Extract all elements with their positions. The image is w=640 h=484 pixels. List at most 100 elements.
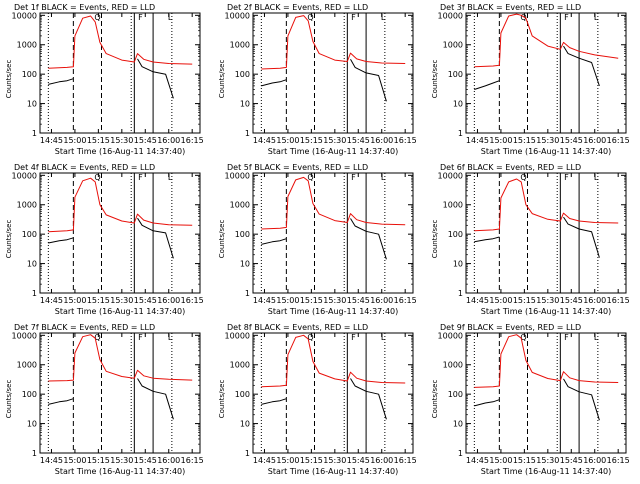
y-tick-label: 10000: [12, 331, 37, 340]
events-series-line: [48, 398, 74, 405]
x-tick-label: 14:45: [40, 296, 63, 305]
y-tick-label: 100: [22, 70, 37, 79]
y-tick-label: 100: [448, 70, 463, 79]
y-tick-label: 10: [27, 260, 37, 269]
x-tick-label: 14:45: [253, 296, 276, 305]
y-tick-label: 1000: [17, 41, 37, 50]
y-tick-label: 1: [245, 129, 250, 138]
x-tick-label: 15:15: [87, 136, 110, 145]
x-tick-label: 16:00: [157, 136, 180, 145]
x-tick-label: 15:30: [536, 136, 559, 145]
x-axis-label: Start Time (16-Aug-11 14:37:40): [55, 307, 186, 316]
chart-title: Det 7f BLACK = Events, RED = LLD: [14, 323, 155, 332]
x-tick-label: 14:45: [40, 136, 63, 145]
flag-label: L: [594, 173, 599, 182]
x-tick-label: 16:00: [370, 136, 393, 145]
y-tick-label: 100: [22, 390, 37, 399]
y-tick-label: 1000: [230, 41, 250, 50]
y-tick-label: 1000: [443, 201, 463, 210]
x-tick-label: 16:15: [394, 456, 417, 465]
plot-frame: [252, 332, 414, 454]
detector-panel: Det 5f BLACK = Events, RED = LLD Counts/s…: [213, 160, 426, 320]
chart-title: Det 2f BLACK = Events, RED = LLD: [227, 3, 368, 12]
y-tick-label: 100: [448, 230, 463, 239]
y-tick-label: 10: [27, 420, 37, 429]
flag-label: L: [168, 173, 173, 182]
flag-label: L: [381, 333, 386, 342]
x-tick-label: 14:45: [253, 456, 276, 465]
plot-frame: [465, 332, 627, 454]
detector-panel: Det 1f BLACK = Events, RED = LLD Counts/s…: [0, 0, 213, 160]
detector-panel: Det 7f BLACK = Events, RED = LLD Counts/s…: [0, 320, 213, 480]
lightcurve-chart: Det 1f BLACK = Events, RED = LLD Counts/s…: [5, 3, 204, 156]
x-axis-label: Start Time (16-Aug-11 14:37:40): [481, 307, 612, 316]
chart-title: Det 6f BLACK = Events, RED = LLD: [440, 163, 581, 172]
events-series-line: [350, 378, 387, 420]
x-tick-label: 16:00: [157, 296, 180, 305]
plot-frame: [465, 172, 627, 294]
flag-label: L: [381, 173, 386, 182]
flag-label: F: [138, 333, 143, 342]
x-tick-label: 16:15: [394, 296, 417, 305]
flag-label: L: [381, 13, 386, 22]
y-tick-label: 1: [32, 289, 37, 298]
flag-label: L: [594, 13, 599, 22]
y-axis-label: Counts/sec: [5, 220, 13, 259]
x-tick-label: 15:30: [110, 296, 133, 305]
x-tick-label: 15:15: [87, 296, 110, 305]
flag-label: F: [351, 333, 356, 342]
flag-label: Q: [94, 173, 100, 182]
events-series-line: [474, 236, 500, 243]
events-series-line: [350, 59, 387, 102]
x-tick-label: 15:30: [323, 296, 346, 305]
y-tick-label: 10000: [12, 171, 37, 180]
x-tick-label: 15:30: [110, 456, 133, 465]
y-tick-label: 100: [235, 230, 250, 239]
y-tick-label: 1: [32, 129, 37, 138]
y-tick-label: 1: [245, 449, 250, 458]
flag-label: F: [564, 333, 569, 342]
events-series-line: [48, 237, 74, 244]
y-tick-label: 10000: [225, 171, 250, 180]
detector-panel: Det 9f BLACK = Events, RED = LLD Counts/s…: [426, 320, 639, 480]
x-tick-label: 15:00: [276, 136, 299, 145]
plot-frame: [465, 12, 627, 134]
plot-frame: [252, 12, 414, 134]
chart-title: Det 4f BLACK = Events, RED = LLD: [14, 163, 155, 172]
events-series-line: [137, 378, 174, 420]
chart-title: Det 9f BLACK = Events, RED = LLD: [440, 323, 581, 332]
detector-panel: Det 6f BLACK = Events, RED = LLD Counts/s…: [426, 160, 639, 320]
lightcurve-chart: Det 4f BLACK = Events, RED = LLD Counts/s…: [5, 163, 204, 316]
x-axis-label: Start Time (16-Aug-11 14:37:40): [268, 467, 399, 476]
plot-frame: [39, 172, 201, 294]
events-series-line: [350, 218, 387, 260]
flag-label: F: [351, 13, 356, 22]
y-tick-label: 1000: [443, 361, 463, 370]
x-tick-label: 14:45: [466, 456, 489, 465]
y-tick-label: 10: [240, 260, 250, 269]
x-tick-label: 16:15: [181, 136, 204, 145]
flag-label: F: [351, 173, 356, 182]
events-series-line: [563, 378, 600, 421]
flag-label: Q: [520, 13, 526, 22]
y-tick-label: 100: [235, 390, 250, 399]
x-tick-label: 15:00: [489, 456, 512, 465]
chart-title: Det 1f BLACK = Events, RED = LLD: [14, 3, 155, 12]
flag-label: F: [138, 13, 143, 22]
x-tick-label: 14:45: [466, 296, 489, 305]
lld-series-line: [48, 15, 193, 69]
lightcurve-chart: Det 9f BLACK = Events, RED = LLD Counts/s…: [431, 323, 630, 476]
lightcurve-chart: Det 7f BLACK = Events, RED = LLD Counts/s…: [5, 323, 204, 476]
x-tick-label: 15:30: [110, 136, 133, 145]
x-tick-label: 16:00: [583, 136, 606, 145]
y-axis-label: Counts/sec: [218, 380, 226, 419]
y-tick-label: 10000: [438, 331, 463, 340]
lightcurve-chart: Det 8f BLACK = Events, RED = LLD Counts/s…: [218, 323, 417, 476]
y-tick-label: 10: [240, 420, 250, 429]
chart-title: Det 3f BLACK = Events, RED = LLD: [440, 3, 581, 12]
x-tick-label: 16:15: [181, 296, 204, 305]
x-tick-label: 16:15: [607, 296, 630, 305]
lld-series-line: [474, 13, 619, 68]
flag-label: L: [168, 333, 173, 342]
